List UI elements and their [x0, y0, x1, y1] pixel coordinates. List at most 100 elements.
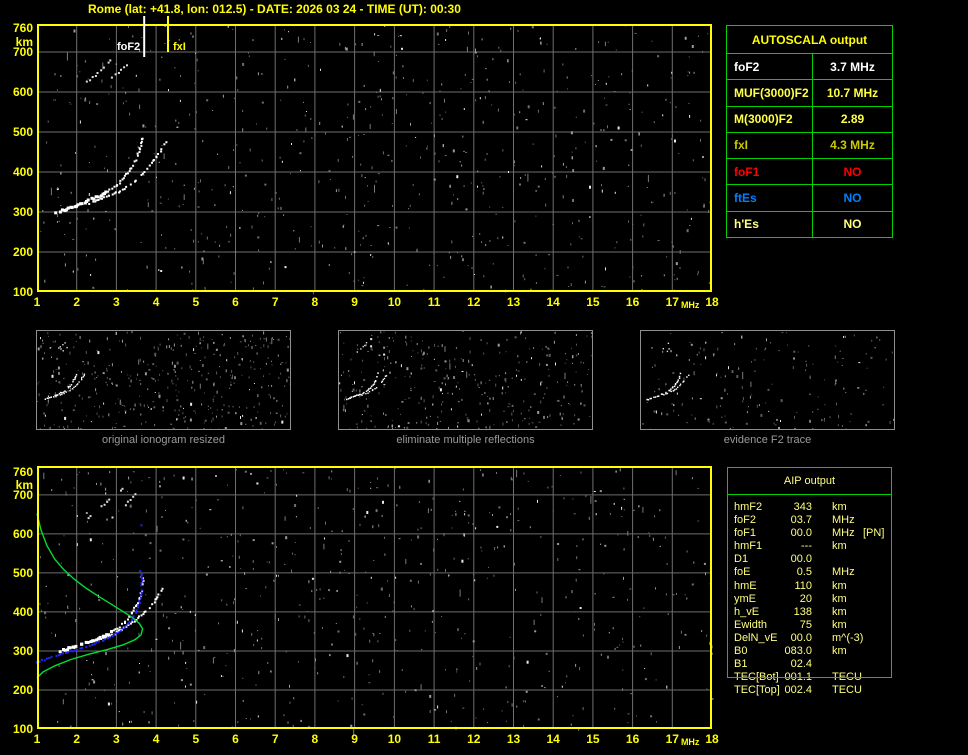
y-axis-tick: 200 — [12, 245, 33, 259]
aip-row-label: foF1 — [734, 527, 757, 540]
fxi-marker-line — [167, 16, 169, 52]
panel-caption: evidence F2 trace — [723, 434, 812, 446]
panel-evidence-f2-trace — [640, 330, 895, 430]
fxi-marker-label: fxI — [173, 41, 186, 53]
x-axis-tick: 5 — [192, 295, 200, 309]
autoscala-table-header: AUTOSCALA output — [727, 26, 892, 54]
fof2-marker-line — [143, 16, 146, 57]
row-value: NO — [843, 217, 862, 232]
row-label: foF1 — [727, 159, 813, 185]
x-axis-tick: 18 — [705, 732, 719, 746]
aip-table-row: hmE 110 km — [727, 580, 892, 593]
aip-row-unit: km — [832, 579, 847, 592]
fof2-marker-label: foF2 — [117, 41, 140, 53]
noise-layer — [339, 331, 592, 429]
x-axis-tick: 4 — [152, 732, 160, 746]
table-row: MUF(3000)F2 10.7 MHz — [727, 80, 892, 107]
grid-layer — [37, 466, 712, 729]
aip-row-extra: [PN] — [863, 527, 885, 540]
panel-eliminate-reflections — [338, 330, 593, 430]
row-value: NO — [843, 164, 862, 179]
aip-row-value: 002.4 — [784, 684, 812, 697]
x-axis-tick: 10 — [387, 732, 402, 746]
x-axis-tick: 2 — [73, 295, 81, 309]
top-ionogram-plot: foF2 fxI — [37, 16, 712, 295]
table-row: foF2 3.7 MHz — [727, 54, 892, 81]
x-axis-tick: 6 — [232, 732, 239, 746]
x-axis-tick: 8 — [311, 295, 319, 309]
x-axis-tick: 17 — [665, 295, 679, 309]
aip-row-label: B0 — [734, 645, 748, 658]
aip-row-label: hmE — [734, 579, 757, 592]
row-value: 10.7 MHz — [826, 85, 879, 100]
x-axis-tick: 1 — [33, 732, 41, 746]
aip-row-value: 0.5 — [796, 566, 812, 579]
aip-row-unit: MHz — [832, 527, 855, 540]
aip-row-value: 083.0 — [784, 645, 812, 658]
table-row: h'Es NO — [727, 211, 892, 237]
panel-plot — [642, 332, 894, 429]
x-axis-tick: 2 — [73, 732, 81, 746]
y-axis-tick: 300 — [12, 205, 33, 219]
aip-row-unit: TECU — [832, 671, 862, 684]
noise-layer — [37, 331, 290, 429]
row-label: h'Es — [727, 211, 813, 237]
panel-caption: eliminate multiple reflections — [396, 434, 535, 446]
aip-row-unit: m^(-3) — [832, 631, 864, 644]
y-axis-tick: 600 — [12, 526, 33, 541]
x-axis-tick: 16 — [625, 295, 640, 309]
fit-trace-blue — [36, 573, 144, 664]
aip-row-label: TEC[Top] — [734, 684, 780, 697]
row-value: 4.3 MHz — [830, 138, 875, 153]
x-axis-tick: 17 — [665, 732, 679, 746]
y-axis-tick: km — [15, 478, 33, 493]
aip-row-value: 02.4 — [790, 658, 812, 671]
panel-second-reflection — [356, 342, 368, 353]
aip-row-unit: km — [832, 605, 847, 618]
row-label: foF2 — [727, 54, 813, 80]
x-axis-tick: 13 — [506, 732, 521, 746]
aip-row-unit: km — [832, 592, 847, 605]
y-axis-tick: 100 — [12, 722, 33, 736]
fit-trace-extra-dots — [139, 524, 143, 572]
x-axis-tick: 9 — [351, 732, 358, 746]
bot-ionogram-plot — [36, 466, 714, 735]
x-axis-tick: 13 — [506, 295, 521, 309]
aip-row-value: 138 — [793, 605, 812, 618]
o-mode-trace — [58, 577, 145, 654]
y-axis-tick: 600 — [12, 85, 33, 99]
aip-table-row: ymE 20 km — [727, 593, 892, 606]
aip-row-label: B1 — [734, 658, 748, 671]
panel-o-trace — [44, 373, 78, 400]
aip-row-unit: km — [832, 540, 847, 553]
x-mode-trace — [100, 587, 164, 640]
x-axis-tick: 16 — [625, 732, 640, 746]
page-title: Rome (lat: +41.8, lon: 012.5) - DATE: 20… — [88, 2, 461, 16]
y-axis-tick: 700 — [12, 487, 33, 502]
y-axis-tick: 400 — [12, 604, 33, 619]
aip-row-value: 110 — [794, 579, 812, 592]
electron-density-profile — [36, 513, 144, 679]
aip-table-row: Ewidth 75 km — [727, 619, 892, 632]
x-axis-tick: 14 — [546, 732, 560, 746]
plot-border — [37, 24, 712, 292]
second-reflection-trace — [111, 493, 137, 519]
aip-row-value: 00.0 — [790, 553, 812, 566]
y-axis-tick: 500 — [12, 565, 33, 580]
y-axis-tick: 400 — [12, 165, 33, 179]
panel-original-ionogram — [36, 330, 291, 430]
aip-row-label: DelN_vE — [734, 631, 778, 644]
grid-layer — [37, 24, 712, 292]
x-axis-tick: 15 — [586, 295, 600, 309]
x-axis-tick: 18 — [705, 295, 719, 309]
panel-plot — [339, 331, 592, 429]
x-axis-tick: 8 — [311, 732, 319, 746]
noise-layer — [642, 332, 894, 429]
row-value: 2.89 — [840, 112, 865, 127]
aip-row-value: 00.0 — [790, 631, 812, 644]
table-row: foF1 NO — [727, 159, 892, 186]
y-axis-tick: 500 — [12, 125, 33, 139]
aip-row-value: 75 — [799, 618, 812, 631]
x-axis-tick: 11 — [427, 295, 441, 309]
